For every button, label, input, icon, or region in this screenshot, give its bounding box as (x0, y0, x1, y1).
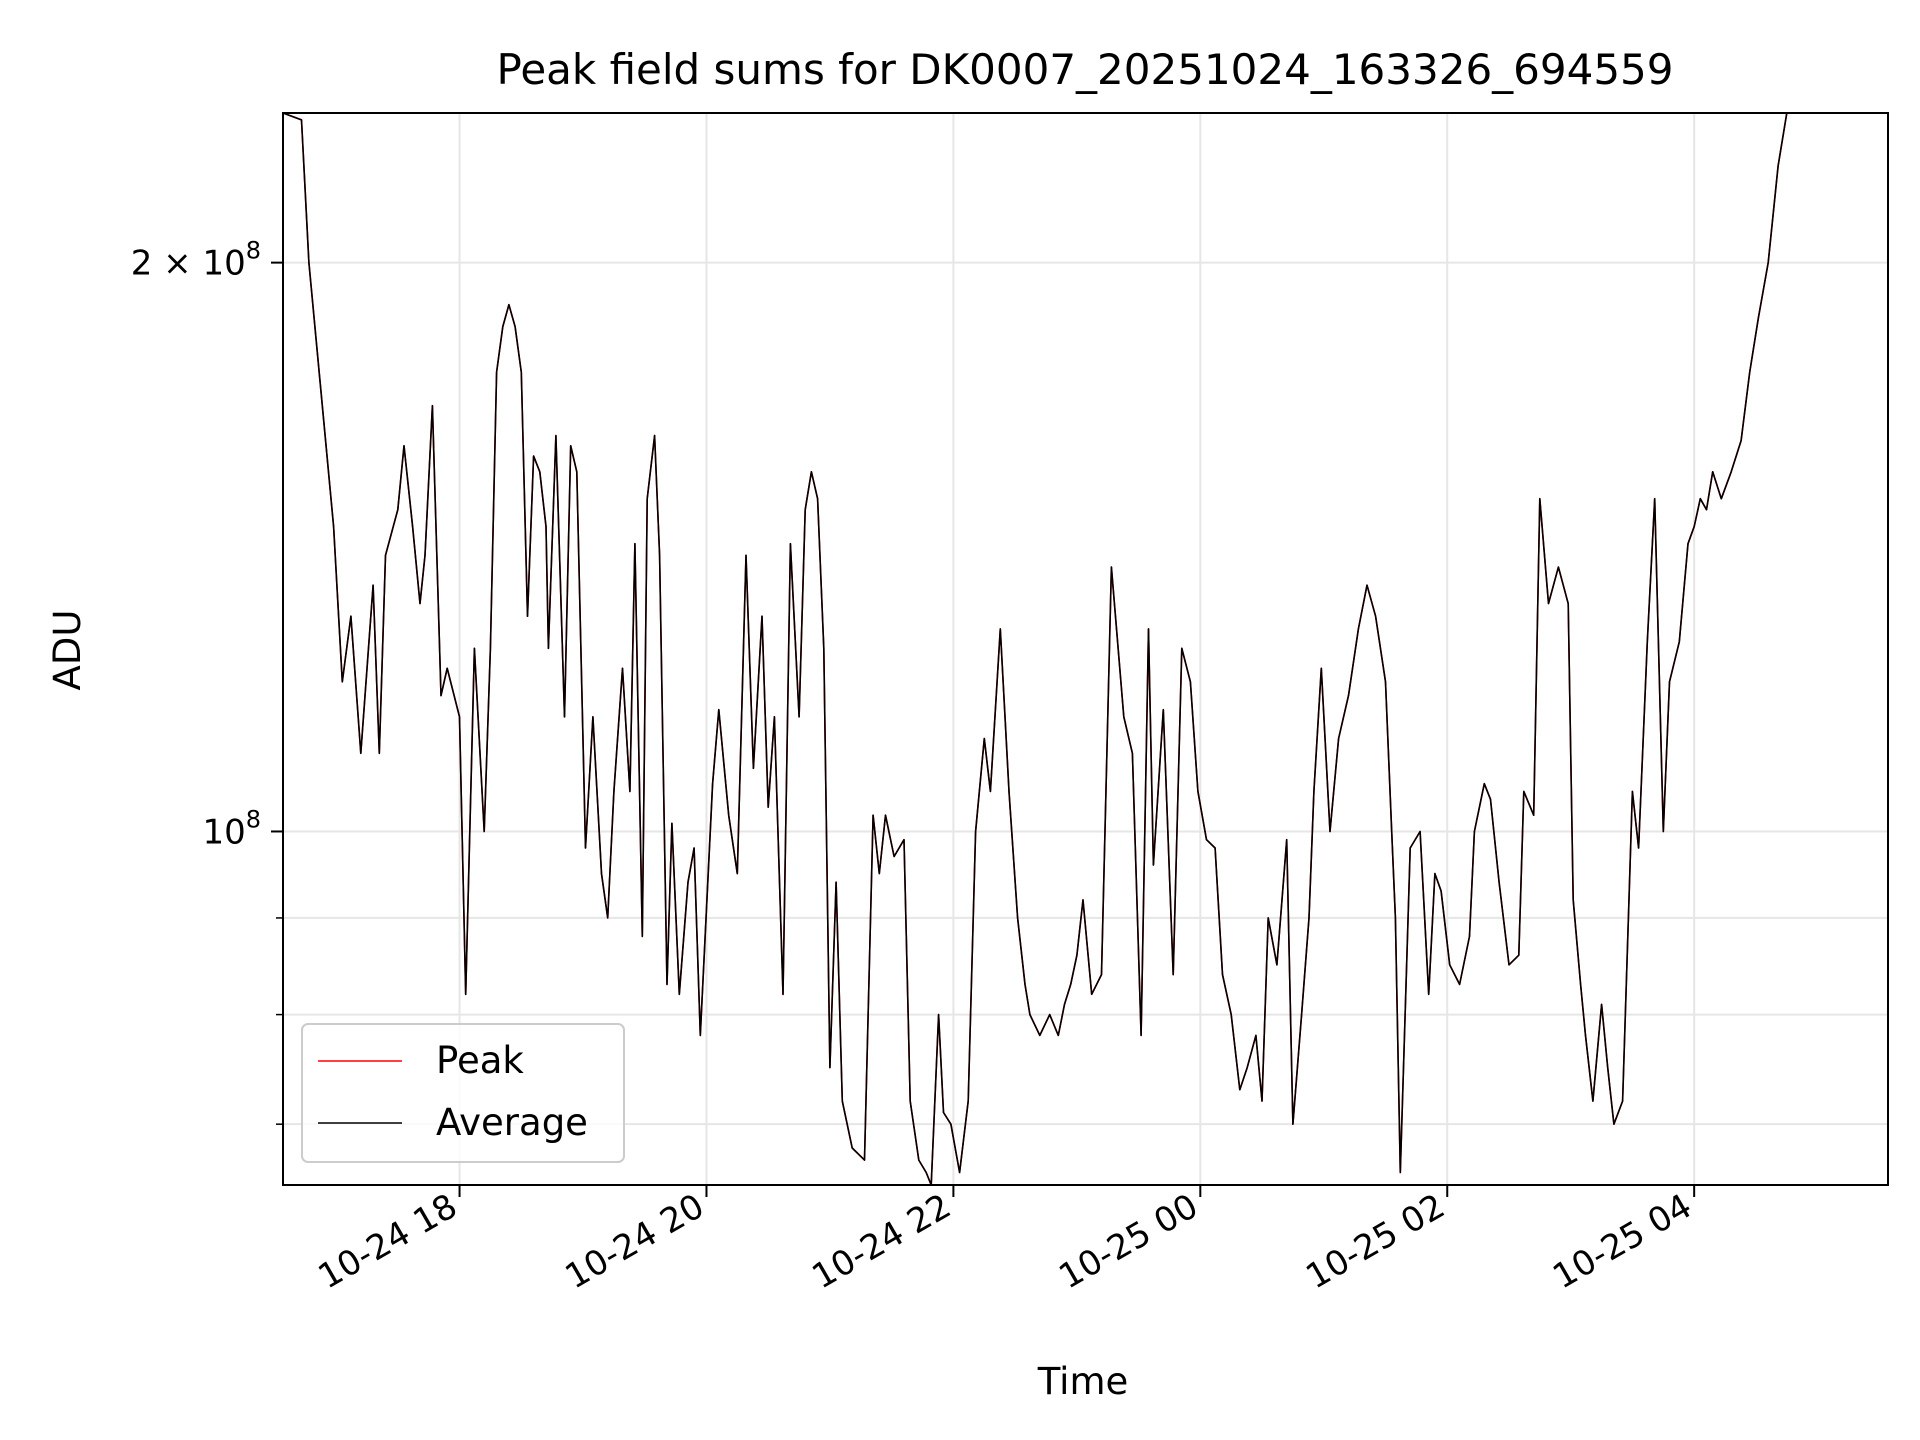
chart-title: Peak field sums for DK0007_20251024_1633… (496, 45, 1673, 94)
y-axis-label: ADU (46, 610, 89, 691)
y-tick-label: 2 × 108 (131, 237, 261, 284)
legend-label-peak: Peak (436, 1039, 524, 1082)
legend-label-average: Average (436, 1101, 588, 1144)
plot-frame (282, 112, 1889, 1186)
series-line-average (282, 112, 1788, 1186)
y-axis-ticks: 108 2 × 108 (131, 237, 283, 1125)
legend: Peak Average (301, 1023, 625, 1163)
legend-box (301, 1023, 625, 1163)
x-axis-label: Time (1037, 1360, 1129, 1403)
y-tick-label: 108 (202, 805, 261, 852)
series-layer (282, 112, 1788, 1186)
